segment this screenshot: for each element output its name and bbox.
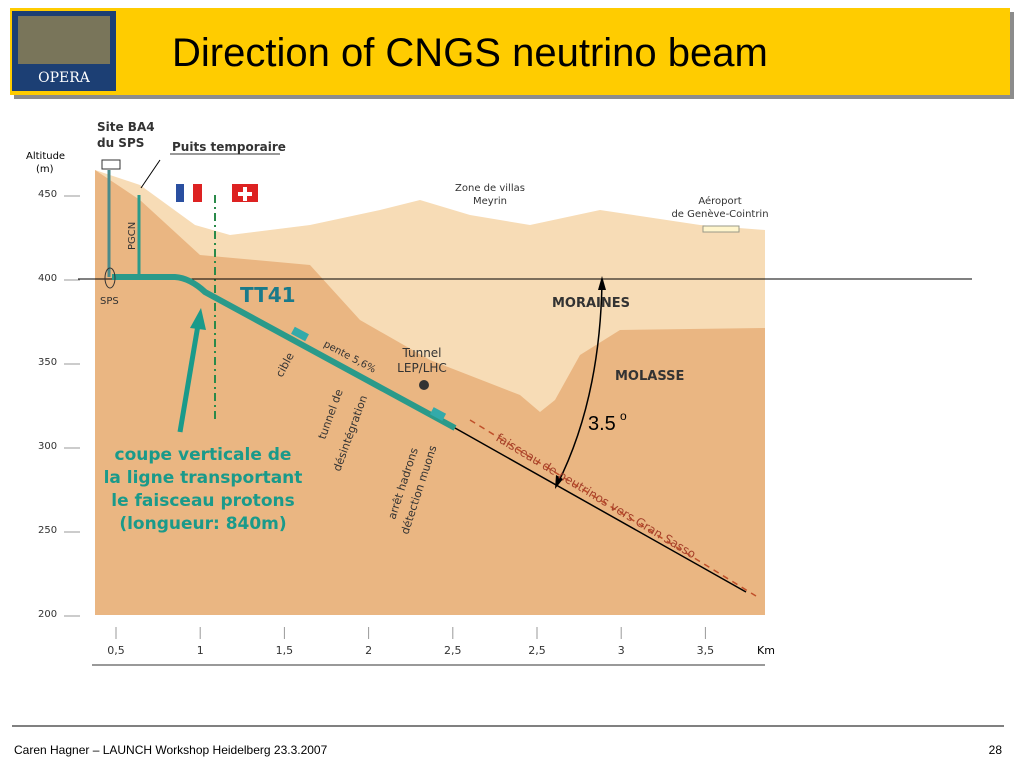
caption-arrow [177,324,201,433]
altitude-tick-label: 450 [38,189,57,200]
altitude-tick-label: 200 [38,609,57,620]
moraines-label: MORAINES [552,296,630,311]
caption-line: la ligne transportant [104,468,303,488]
caption-line: (longueur: 840m) [119,514,286,534]
flag-fr-red [193,184,202,202]
angle-arc [556,281,603,486]
km-tick-label: 1 [197,644,204,657]
header-bar [10,8,1010,95]
site-label: Site BA4 [97,120,155,134]
lep-tunnel [419,380,429,390]
villas-label: Meyrin [473,196,507,207]
km-tick-label: 0,5 [107,644,125,657]
airport-label: Aéroport [698,195,741,207]
shaft-label: Puits temporaire [172,140,286,154]
page-number: 28 [989,743,1003,757]
sps-label: SPS [100,296,119,307]
angle-value: 3.5 [588,413,616,435]
caption-arrowhead [190,308,206,330]
site-label: du SPS [97,136,144,150]
lep-label: Tunnel [401,346,441,360]
target-block [291,326,309,342]
angle-unit: o [620,409,627,423]
km-tick-label: 2,5 [528,644,546,657]
altitude-tick-label: 250 [38,525,57,536]
caption-line: coupe verticale de [115,445,292,465]
altitude-tick-label: 400 [38,273,57,284]
airport-building [702,225,740,233]
footer-author: Caren Hagner – LAUNCH Workshop Heidelber… [14,743,328,757]
logo-art [18,16,110,64]
km-tick-label: 3,5 [697,644,715,657]
flag-ch-cross [238,187,252,201]
shaft-pointer [140,159,161,189]
slide-title: Direction of CNGS neutrino beam [172,31,768,75]
molasse-layer [95,170,765,615]
flag-fr-white [184,184,193,202]
angle-arrow-top [598,276,606,290]
tt41-label: TT41 [240,283,296,307]
km-axis-band [93,635,765,665]
tt41-tunnel [112,274,457,431]
altitude-tick-label: 350 [38,357,57,368]
altitude-label: Altitude [26,151,65,162]
airport-label: de Genève-Cointrin [671,208,768,220]
logo-text: OPERA [38,70,91,86]
angle-arrow-bottom [555,475,563,489]
altitude-tick-label: 300 [38,441,57,452]
caption-line: le faisceau protons [111,491,294,511]
pgcn-label: PGCN [127,222,138,250]
hadron-block [429,407,447,421]
neutrino-beam [454,427,747,593]
altitude-label: (m) [36,164,54,175]
site-building [101,159,121,170]
km-unit: Km [757,644,775,657]
km-tick-label: 1,5 [276,644,294,657]
molasse-label: MOLASSE [615,369,684,384]
km-tick-label: 2,5 [444,644,462,657]
km-tick-label: 2 [365,644,372,657]
beam-dashed [469,419,757,597]
sps-ring [104,267,116,289]
lep-label: LEP/LHC [397,361,447,375]
km-tick-label: 3 [618,644,625,657]
villas-label: Zone de villas [455,183,525,194]
